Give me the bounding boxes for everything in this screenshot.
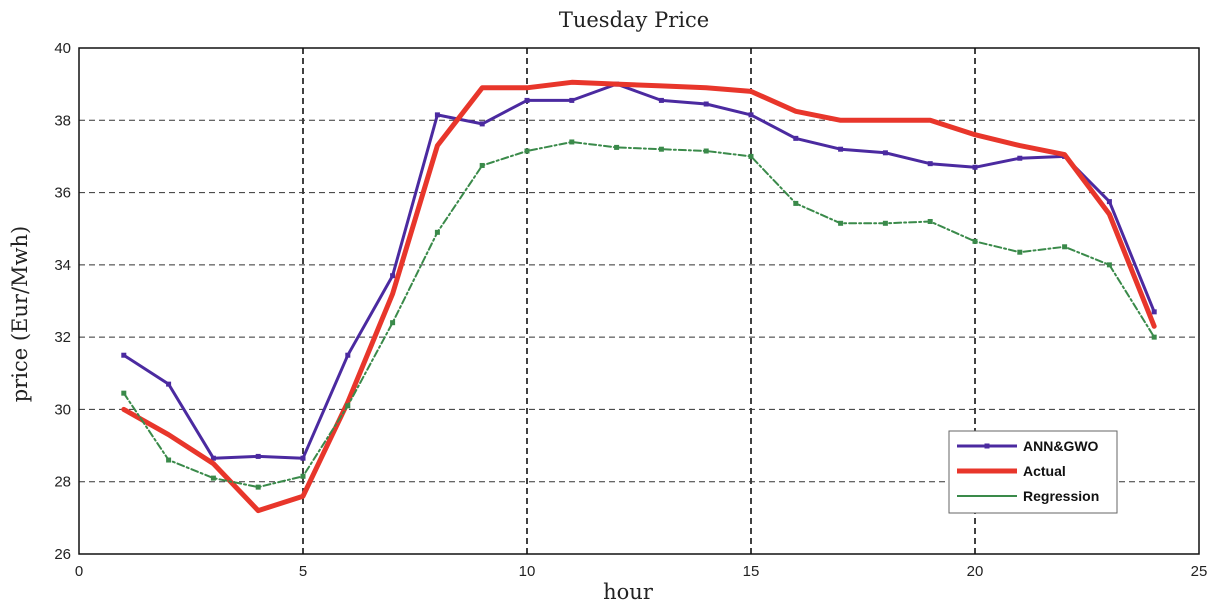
chart-title: Tuesday Price <box>559 8 709 32</box>
legend-marker <box>984 443 990 449</box>
axis-ticks: 0 5 10 15 20 25 26 28 30 32 34 36 38 40 <box>54 40 1207 580</box>
data-point <box>703 101 709 107</box>
series-line-3 <box>122 141 1156 489</box>
data-point <box>524 148 530 154</box>
data-point <box>255 484 261 490</box>
data-point <box>1017 155 1023 161</box>
data-point <box>121 390 127 396</box>
legend-entry-label: Actual <box>1023 463 1066 479</box>
data-point <box>166 457 172 463</box>
data-point <box>255 453 261 459</box>
y-axis-label: price (Eur/Mwh) <box>8 226 32 402</box>
x-tick-label: 5 <box>299 563 307 580</box>
data-point <box>1151 309 1157 315</box>
x-tick-label: 10 <box>519 563 536 580</box>
data-point <box>1106 262 1112 268</box>
data-point <box>434 229 440 235</box>
data-point <box>927 161 933 167</box>
data-point <box>345 403 351 409</box>
legend-entry-label: ANN&GWO <box>1023 438 1099 454</box>
data-point <box>479 121 485 127</box>
data-point <box>838 146 844 152</box>
data-point <box>1062 244 1068 250</box>
data-point <box>210 475 216 481</box>
y-tick-label: 30 <box>54 401 71 418</box>
y-tick-label: 40 <box>54 40 71 57</box>
data-point <box>882 220 888 226</box>
legend: ANN&GWO Actual Regression <box>948 430 1118 514</box>
data-point <box>1017 249 1023 255</box>
data-point <box>569 97 575 103</box>
data-point <box>882 150 888 156</box>
data-point <box>658 97 664 103</box>
y-tick-label: 36 <box>54 185 71 202</box>
data-point <box>972 238 978 244</box>
y-tick-label: 26 <box>54 546 71 563</box>
data-point <box>390 320 396 326</box>
data-point <box>300 455 306 461</box>
data-point <box>658 146 664 152</box>
data-point <box>927 218 933 224</box>
legend-entry-label: Regression <box>1023 488 1099 504</box>
y-tick-label: 28 <box>54 474 71 491</box>
y-tick-label: 38 <box>54 112 71 129</box>
x-tick-label: 0 <box>75 563 83 580</box>
data-point <box>838 220 844 226</box>
data-point <box>569 139 575 145</box>
series-lines <box>121 79 1157 514</box>
data-point <box>166 381 172 387</box>
x-axis-label: hour <box>603 580 654 603</box>
data-point <box>793 135 799 141</box>
data-point <box>479 162 485 168</box>
data-point <box>390 273 396 279</box>
data-point <box>703 148 709 154</box>
data-point <box>524 97 530 103</box>
data-point <box>793 200 799 206</box>
data-point <box>748 153 754 159</box>
data-point <box>748 112 754 118</box>
plot-area-frame <box>78 47 1200 555</box>
data-point <box>300 473 306 479</box>
data-point <box>345 352 351 358</box>
x-tick-label: 15 <box>743 563 760 580</box>
data-point <box>210 455 216 461</box>
series-line-1 <box>122 82 1156 460</box>
series-line-2 <box>121 79 1157 514</box>
y-tick-label: 32 <box>54 329 71 346</box>
y-tick-label: 34 <box>54 257 71 274</box>
data-point <box>1106 199 1112 205</box>
data-point <box>434 112 440 118</box>
data-point <box>614 144 620 150</box>
data-point <box>972 164 978 170</box>
x-tick-label: 25 <box>1191 563 1208 580</box>
x-tick-label: 20 <box>967 563 984 580</box>
data-point <box>121 352 127 358</box>
data-point <box>1151 334 1157 340</box>
